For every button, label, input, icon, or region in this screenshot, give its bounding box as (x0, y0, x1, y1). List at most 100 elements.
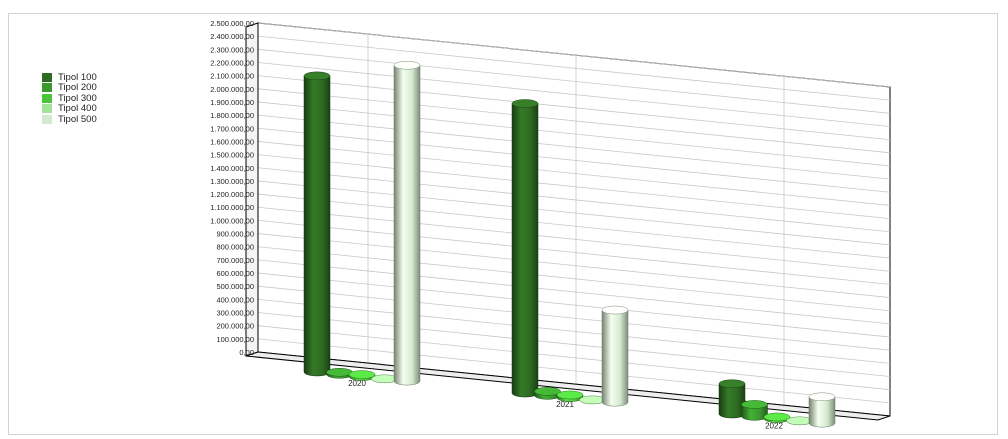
bar-body (393, 64, 421, 386)
bar-top (808, 392, 836, 402)
y-tick-label: 1.700.000,00 (210, 124, 254, 133)
bar (601, 305, 629, 407)
gridline (257, 167, 891, 233)
bar (808, 392, 836, 428)
gridline (257, 62, 891, 127)
legend-item: Tipol 100 (42, 72, 97, 83)
legend-label: Tipol 100 (58, 71, 97, 83)
bar-top (326, 368, 353, 377)
gridline (257, 88, 891, 154)
legend-item: Tipol 200 (42, 82, 97, 94)
gridline (257, 101, 891, 167)
y-tick-label: 1.800.000,00 (210, 111, 254, 120)
bar-top (371, 374, 398, 384)
legend-swatch (42, 83, 52, 93)
y-tick-label: 1.600.000,00 (210, 137, 254, 146)
y-tick-label: 300.000,00 (216, 309, 254, 318)
y-tick-label: 1.400.000,00 (210, 164, 254, 173)
bar-top (511, 99, 539, 108)
bar-top (741, 400, 768, 409)
gridline (257, 35, 891, 101)
legend-label: Tipol 500 (58, 113, 97, 125)
gridline (257, 22, 891, 88)
y-tick-label: 1.200.000,00 (210, 190, 254, 199)
gridline (257, 154, 891, 219)
bar (579, 395, 606, 405)
bar-top (579, 395, 606, 405)
bar (511, 99, 539, 398)
y-tick-label: 2.200.000,00 (210, 58, 254, 67)
bar (763, 412, 791, 423)
gridline (257, 75, 891, 141)
bar-body (303, 75, 331, 377)
y-tick-label: 2.400.000,00 (210, 32, 254, 41)
y-tick-label: 800.000,00 (216, 243, 254, 252)
gridline (257, 259, 891, 325)
bar (348, 370, 376, 381)
bar-body (808, 396, 836, 428)
y-tick-label: 1.300.000,00 (210, 177, 254, 186)
y-tick-label: 1.900.000,00 (210, 98, 254, 107)
bar (556, 390, 584, 402)
y-tick-label: 100.000,00 (216, 335, 254, 344)
bar (786, 416, 813, 426)
bar-body (718, 383, 746, 419)
bar (718, 379, 746, 419)
gridline (257, 114, 891, 180)
legend-swatch (42, 104, 52, 114)
y-tick-label: 2.300.000,00 (210, 45, 254, 54)
gridline (257, 325, 891, 391)
gridline (257, 127, 891, 193)
legend-swatch (42, 72, 52, 82)
legend-item: Tipol 400 (42, 103, 97, 115)
gridline (257, 298, 891, 364)
y-tick-label: 0,00 (239, 348, 254, 357)
bar-top (601, 305, 629, 315)
bar (741, 400, 768, 421)
bar-body (511, 103, 539, 398)
bar-top (556, 390, 584, 400)
gridline (257, 233, 891, 298)
x-tick-label: 2022 (765, 421, 783, 430)
y-tick-label: 2.100.000,00 (210, 72, 254, 81)
gridline (257, 193, 891, 259)
y-tick-label: 2.500.000,00 (210, 19, 254, 28)
gridline (257, 141, 891, 206)
x-tick-label: 2021 (556, 400, 574, 409)
y-tick-label: 1.000.000,00 (210, 216, 254, 225)
bar-top (786, 416, 813, 426)
bar (534, 387, 561, 400)
gridline (257, 180, 891, 246)
bar-body (601, 309, 629, 407)
bar-top (348, 370, 376, 379)
bar (371, 374, 398, 384)
bar-top (393, 60, 421, 70)
y-tick-label: 700.000,00 (216, 256, 254, 265)
legend-item: Tipol 300 (42, 93, 97, 104)
gridline (257, 246, 891, 312)
bar (303, 71, 331, 377)
y-tick-label: 900.000,00 (216, 230, 254, 239)
y-tick-label: 400.000,00 (216, 295, 254, 304)
gridline (257, 312, 891, 377)
gridline (257, 48, 891, 114)
y-tick-label: 2.000.000,00 (210, 85, 254, 94)
bar (326, 368, 353, 379)
x-tick-label: 2020 (348, 379, 366, 388)
bar-top (763, 412, 791, 422)
y-tick-label: 600.000,00 (216, 269, 254, 278)
legend-label: Tipol 400 (58, 103, 97, 115)
y-tick-label: 200.000,00 (216, 322, 254, 331)
bar-top (303, 71, 331, 81)
legend-label: Tipol 300 (58, 92, 97, 104)
bar-top (534, 387, 561, 396)
back-wall (257, 22, 891, 417)
y-tick-label: 1.100.000,00 (210, 203, 254, 212)
legend-label: Tipol 200 (58, 82, 97, 94)
gridline (257, 338, 891, 404)
y-tick-label: 1.500.000,00 (210, 151, 254, 160)
legend-item: Tipol 500 (42, 114, 97, 125)
gridline (257, 272, 891, 338)
legend-swatch (42, 93, 52, 103)
y-tick-label: 500.000,00 (216, 282, 254, 291)
